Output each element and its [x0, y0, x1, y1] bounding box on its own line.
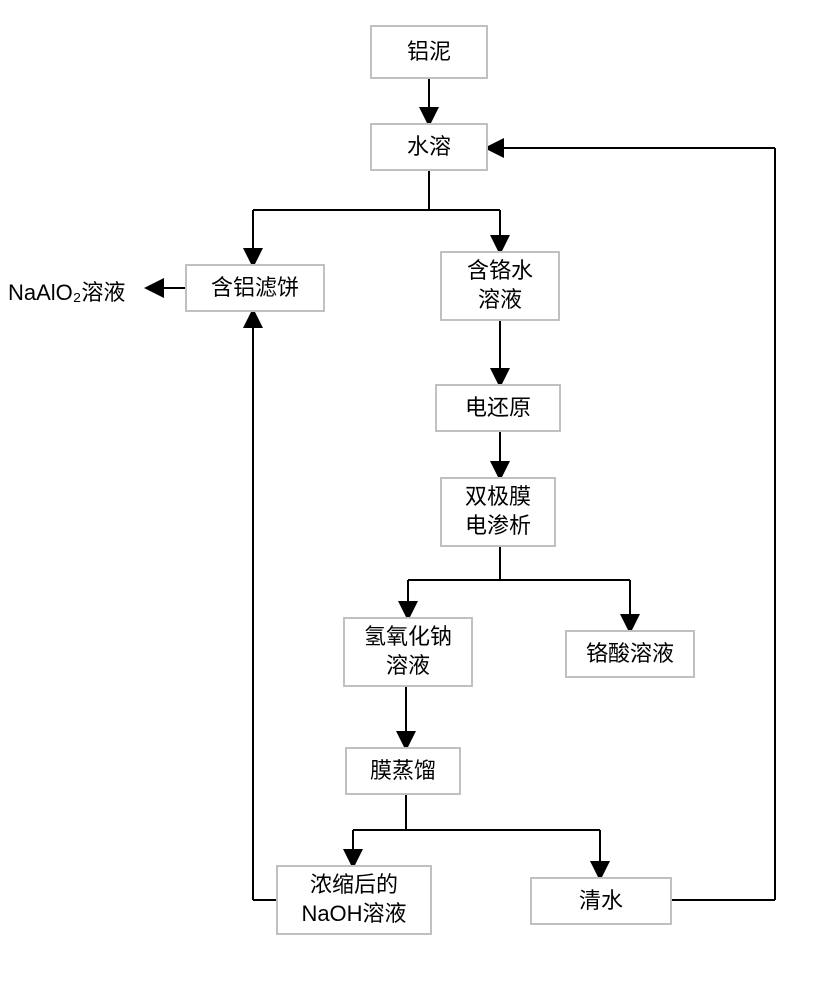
output-naalo2-label: NaAlO₂溶液 — [8, 275, 125, 307]
node-label-line: 铬酸溶液 — [586, 640, 674, 669]
node-n7: 氢氧化钠溶液 — [343, 617, 473, 687]
node-label-line: 铝泥 — [407, 38, 451, 67]
output-text: NaAlO₂溶液 — [8, 280, 125, 305]
node-label-line: 溶液 — [386, 652, 430, 681]
node-n1: 铝泥 — [370, 25, 488, 79]
node-n2: 水溶 — [370, 123, 488, 171]
node-n6: 双极膜电渗析 — [440, 477, 556, 547]
node-label-line: NaOH溶液 — [301, 900, 406, 929]
node-label-line: 电还原 — [465, 394, 531, 423]
node-label-line: 含铝滤饼 — [211, 274, 299, 303]
node-n3: 含铝滤饼 — [185, 264, 325, 312]
node-n11: 清水 — [530, 877, 672, 925]
node-n4: 含铬水溶液 — [440, 251, 560, 321]
node-label-line: 含铬水 — [467, 257, 533, 286]
node-n5: 电还原 — [435, 384, 561, 432]
node-label-line: 水溶 — [407, 133, 451, 162]
node-label-line: 双极膜 — [465, 483, 531, 512]
node-label-line: 电渗析 — [465, 512, 531, 541]
node-n10: 浓缩后的NaOH溶液 — [276, 865, 432, 935]
node-label-line: 溶液 — [478, 286, 522, 315]
node-label-line: 膜蒸馏 — [370, 757, 436, 786]
node-label-line: 氢氧化钠 — [364, 623, 452, 652]
node-n9: 膜蒸馏 — [345, 747, 461, 795]
node-n8: 铬酸溶液 — [565, 630, 695, 678]
node-label-line: 清水 — [579, 887, 623, 916]
node-label-line: 浓缩后的 — [310, 871, 398, 900]
